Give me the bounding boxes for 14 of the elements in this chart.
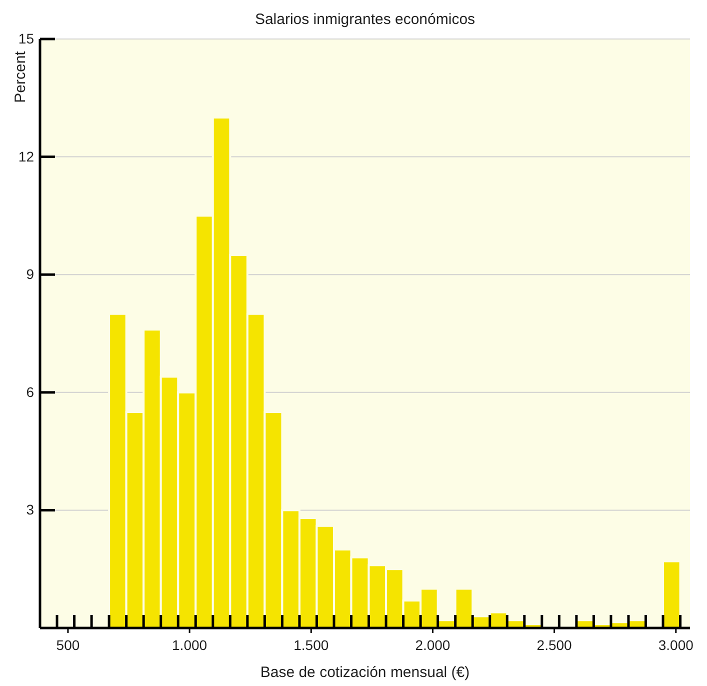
y-tick-label: 3: [26, 502, 34, 518]
x-tick-label: 2.500: [536, 637, 572, 653]
x-tick-label: 1.000: [172, 637, 208, 653]
y-tick-label: 6: [26, 384, 34, 400]
x-tick-label: 3.000: [658, 637, 694, 653]
x-axis-title: Base de cotización mensual (€): [260, 664, 470, 681]
chart-title: Salarios inmigrantes económicos: [254, 11, 476, 28]
x-tick-label: 1.500: [294, 637, 329, 653]
y-tick-label: 9: [26, 266, 34, 282]
x-tick-label: 2.000: [415, 637, 450, 653]
y-tick-label: 12: [18, 148, 34, 164]
x-tick-label: 500: [56, 637, 80, 653]
y-axis-title: Percent: [12, 50, 29, 103]
y-tick-label: 15: [18, 30, 34, 46]
